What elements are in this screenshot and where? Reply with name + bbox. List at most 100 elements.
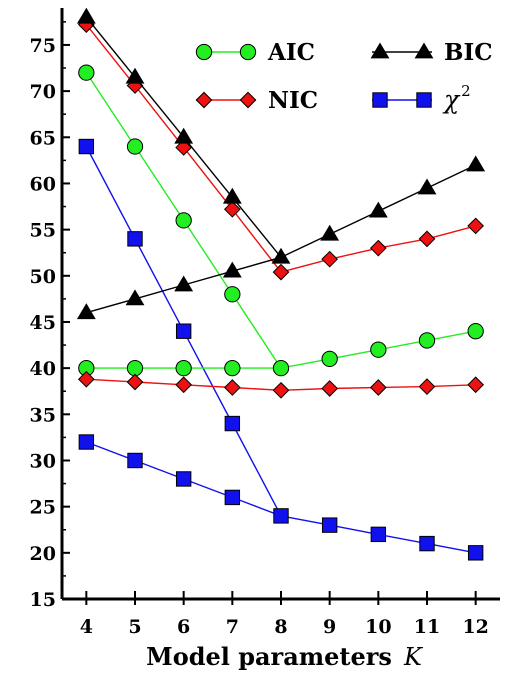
legend-label-aic: AIC xyxy=(267,39,315,66)
series-aic-point xyxy=(126,138,144,155)
series-aic-point xyxy=(78,64,95,81)
series-nic-point xyxy=(467,376,485,394)
legend-entry-bic: BIC xyxy=(370,39,493,66)
series-chi2-line xyxy=(86,441,476,554)
legend-marker-aic xyxy=(239,43,257,61)
series-chi2-point xyxy=(78,138,95,155)
series-chi2-point xyxy=(273,508,289,524)
series-nic-point xyxy=(369,379,387,396)
x-axis-title-text: Model parameters xyxy=(146,642,392,671)
series-bic-point xyxy=(368,201,388,218)
legend-marker-nic xyxy=(239,91,257,109)
series-nic-point xyxy=(126,373,144,391)
series-nic-point xyxy=(175,376,193,394)
x-tick-label: 12 xyxy=(462,616,488,638)
x-tick-label: 7 xyxy=(226,616,239,638)
legend-marker-bic xyxy=(414,42,434,59)
y-tick-label: 65 xyxy=(30,127,56,149)
series-chi2-point xyxy=(127,452,143,469)
series-aic-point xyxy=(418,332,436,349)
legend-marker-chi2 xyxy=(416,92,432,108)
series-chi2-point xyxy=(370,526,387,543)
x-tick-label: 9 xyxy=(323,616,336,638)
series-nic-point xyxy=(272,381,290,399)
series-bic-point xyxy=(76,303,96,320)
series-chi2 xyxy=(78,138,484,561)
series-nic-point xyxy=(223,379,241,396)
y-tick-label: 75 xyxy=(30,35,56,57)
y-tick-label: 50 xyxy=(30,266,56,288)
x-axis-title: Model parameters K xyxy=(146,642,424,671)
y-tick-label: 35 xyxy=(30,404,56,426)
series-layer xyxy=(76,7,486,561)
series-bic-point xyxy=(125,289,145,306)
legend-label-nic: NIC xyxy=(268,87,318,114)
legend-label-superscript: 2 xyxy=(461,82,471,100)
series-aic-point xyxy=(272,359,290,377)
legend: AIC BIC NIC χ 2 xyxy=(195,39,493,114)
series-aic xyxy=(78,64,484,377)
y-tick-label: 70 xyxy=(30,81,56,103)
y-tick-label: 40 xyxy=(30,358,56,380)
series-bic-point xyxy=(174,275,194,292)
series-chi2-point xyxy=(175,471,192,487)
x-tick-label: 8 xyxy=(274,616,287,638)
series-nic-point xyxy=(321,250,339,268)
series-bic-point xyxy=(320,224,340,241)
series-chi2-point xyxy=(175,323,192,339)
series-chi2-point xyxy=(467,545,484,561)
x-tick-label: 11 xyxy=(414,616,440,638)
x-axis-title-variable: K xyxy=(403,643,424,671)
series-bic-point xyxy=(417,178,437,195)
series-bic-point xyxy=(125,67,145,84)
series-nic xyxy=(77,16,485,399)
series-aic-point xyxy=(224,286,241,303)
series-chi2-point xyxy=(224,415,241,432)
series-aic-point xyxy=(370,341,387,358)
series-nic-point xyxy=(418,230,436,248)
legend-marker-chi2 xyxy=(372,92,388,108)
series-bic xyxy=(76,7,486,320)
series-nic-point xyxy=(223,200,241,218)
series-aic-point xyxy=(126,359,144,377)
series-chi2-point xyxy=(321,517,338,533)
series-aic-point xyxy=(321,350,338,368)
series-bic-point xyxy=(222,187,242,204)
series-bic-point xyxy=(76,7,96,24)
series-nic-point xyxy=(321,380,339,397)
series-nic-point xyxy=(77,370,95,388)
series-bic-point xyxy=(222,261,242,278)
legend-marker-nic xyxy=(195,91,213,109)
legend-entry-nic: NIC xyxy=(195,87,318,114)
x-tick-label: 4 xyxy=(80,616,93,638)
series-aic-point xyxy=(467,323,484,340)
legend-entry-aic: AIC xyxy=(195,39,315,66)
series-nic-point xyxy=(369,239,387,257)
legend-marker-aic xyxy=(195,43,213,61)
x-tick-label: 10 xyxy=(365,616,391,638)
series-chi2-point xyxy=(78,434,95,450)
y-tick-label: 45 xyxy=(30,312,56,334)
series-chi2-point xyxy=(127,231,143,247)
y-tick-label: 25 xyxy=(30,497,56,519)
series-chi2-point xyxy=(224,489,241,506)
y-tick-label: 30 xyxy=(30,450,56,472)
series-nic-point xyxy=(418,378,436,395)
y-tick-label: 20 xyxy=(30,543,56,565)
y-tick-label: 60 xyxy=(30,173,56,195)
series-aic-point xyxy=(224,359,241,377)
series-aic-point xyxy=(175,359,192,377)
x-tick-label: 6 xyxy=(177,616,190,638)
y-tick-label: 15 xyxy=(30,589,56,611)
series-bic-line xyxy=(86,164,477,314)
legend-label-bic: BIC xyxy=(444,39,493,66)
series-nic-point xyxy=(272,263,290,281)
series-bic-point xyxy=(466,155,486,172)
series-aic-point xyxy=(175,212,192,229)
series-chi2-point xyxy=(419,535,435,552)
legend-label-text: BIC xyxy=(444,39,493,66)
